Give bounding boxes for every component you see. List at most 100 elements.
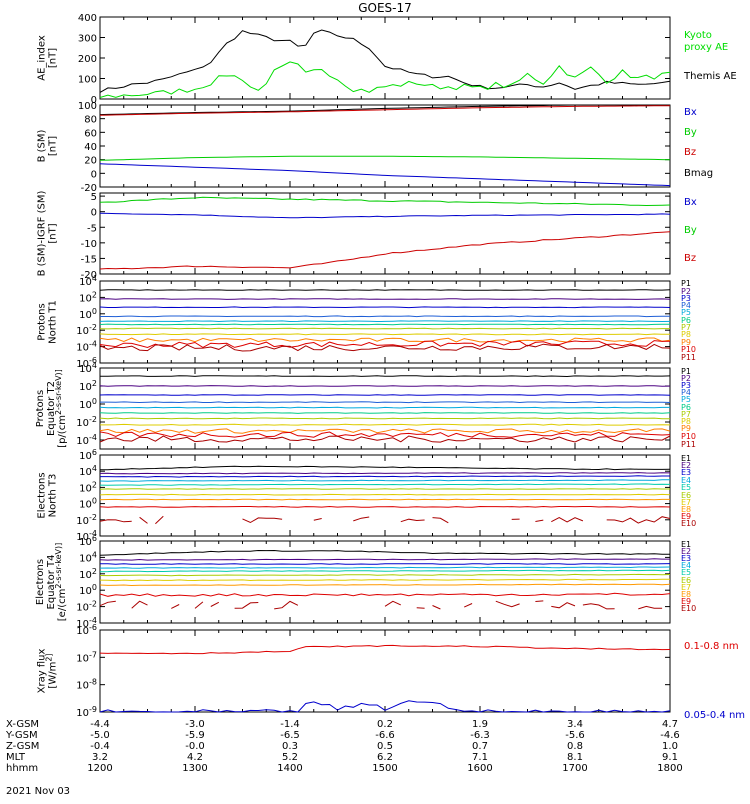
x-table-row-label: hhmm xyxy=(6,763,38,774)
y-tick-label: 100 xyxy=(79,397,97,411)
x-table-row-label: Z-GSM xyxy=(6,741,39,752)
series-line xyxy=(99,337,671,343)
legend-label: E2 xyxy=(681,461,691,470)
legend-label: Bx xyxy=(684,197,697,208)
x-table-value: -5.6 xyxy=(565,730,585,741)
legend-label: P11 xyxy=(681,353,696,362)
series-line xyxy=(99,327,670,330)
series-line xyxy=(99,505,671,508)
legend-label: 0.05-0.4 nm xyxy=(684,710,745,721)
series-line xyxy=(99,465,671,471)
y-tick-label: 400 xyxy=(78,13,97,24)
series-line xyxy=(99,472,671,475)
legend-label: Bmag xyxy=(684,168,713,179)
legend-label: E7 xyxy=(681,583,691,592)
x-table-value: 0.8 xyxy=(567,741,583,752)
legend-label: P1 xyxy=(681,279,691,288)
legend-label: proxy AE xyxy=(684,42,728,53)
series-line xyxy=(99,569,671,573)
y-axis-label: Electrons xyxy=(37,472,48,518)
series-line xyxy=(99,412,671,414)
panel-frame xyxy=(99,104,671,188)
legend-label: E3 xyxy=(681,554,691,563)
y-tick-label: 10-6 xyxy=(76,623,97,637)
y-axis-label: Electrons xyxy=(35,559,46,605)
y-tick-label: 100 xyxy=(79,583,97,597)
series-line xyxy=(99,563,671,565)
legend-label: P5 xyxy=(681,395,691,404)
x-table-value: 7.1 xyxy=(472,752,488,763)
legend-label: E10 xyxy=(681,604,696,613)
series-line xyxy=(100,401,671,404)
x-table-value: -4.6 xyxy=(660,730,680,741)
x-table-value: 1600 xyxy=(467,763,492,774)
series-line xyxy=(99,105,670,116)
series-line xyxy=(99,289,671,291)
legend-label: P8 xyxy=(681,330,691,339)
x-table-value: 4.7 xyxy=(662,719,678,730)
y-tick-label: 102 xyxy=(79,567,97,581)
y-tick-label: 102 xyxy=(79,379,97,393)
legend-label: Kyoto xyxy=(684,30,712,41)
series-line xyxy=(99,566,671,569)
legend-label: P4 xyxy=(681,301,691,310)
y-tick-label: 10-9 xyxy=(76,705,97,719)
legend-label: P6 xyxy=(681,316,691,325)
series-line xyxy=(99,155,671,161)
x-table-value: 3.2 xyxy=(92,752,108,763)
y-tick-label: 5 xyxy=(91,192,97,203)
legend-label: P3 xyxy=(681,294,691,303)
y-tick-label: 106 xyxy=(79,448,97,462)
y-tick-label: 100 xyxy=(79,497,97,511)
y-tick-label: 10-2 xyxy=(76,415,97,429)
x-table-value: -0.4 xyxy=(90,741,110,752)
series-line xyxy=(99,375,671,378)
x-table-value: -4.4 xyxy=(90,719,110,730)
y-tick-label: 0 xyxy=(91,95,97,106)
legend-label: E2 xyxy=(681,547,691,556)
legend-label: E4 xyxy=(681,561,691,570)
y-axis-label: Equator T4 xyxy=(46,555,57,610)
series-line xyxy=(99,212,671,219)
series-line xyxy=(99,493,671,496)
series-line xyxy=(99,479,670,482)
y-tick-label: 106 xyxy=(79,534,97,548)
x-table-value: 0.5 xyxy=(377,741,393,752)
x-table-value: 6.2 xyxy=(377,752,393,763)
series-line xyxy=(99,104,670,116)
x-table-row-label: MLT xyxy=(6,752,26,763)
x-table-value: 1.0 xyxy=(662,741,678,752)
legend-label: E1 xyxy=(681,540,691,549)
y-tick-label: -10 xyxy=(81,239,97,250)
y-axis-label: Protons xyxy=(35,390,46,427)
x-table-value: -0.0 xyxy=(185,741,205,752)
y-tick-label: 0 xyxy=(91,169,97,180)
series-line xyxy=(99,483,671,486)
series-line xyxy=(99,578,670,582)
legend-label: E10 xyxy=(681,519,696,528)
y-tick-label: 300 xyxy=(78,34,97,45)
series-line xyxy=(99,428,671,434)
x-table-row-label: Y-GSM xyxy=(5,730,38,741)
y-axis-label: [nT] xyxy=(48,136,59,156)
legend-label: By xyxy=(684,127,697,138)
x-table-value: -6.5 xyxy=(280,730,300,741)
plot-title: GOES-17 xyxy=(358,1,412,15)
legend-label: P2 xyxy=(681,287,691,296)
y-tick-label: 10-4 xyxy=(76,340,97,354)
date-label: 2021 Nov 03 xyxy=(6,786,71,797)
legend-label: P10 xyxy=(681,432,696,441)
y-axis-label: [p/(cm2-s-sr-keV)] xyxy=(54,369,68,448)
series-line xyxy=(99,196,671,207)
x-table-value: 1700 xyxy=(562,763,587,774)
y-tick-label: 10-2 xyxy=(76,600,97,614)
x-table-value: 0.7 xyxy=(472,741,488,752)
legend-label: 0.1-0.8 nm xyxy=(684,641,739,652)
series-line xyxy=(99,343,671,352)
legend-label: By xyxy=(684,225,697,236)
y-axis-label: North T1 xyxy=(48,300,59,344)
